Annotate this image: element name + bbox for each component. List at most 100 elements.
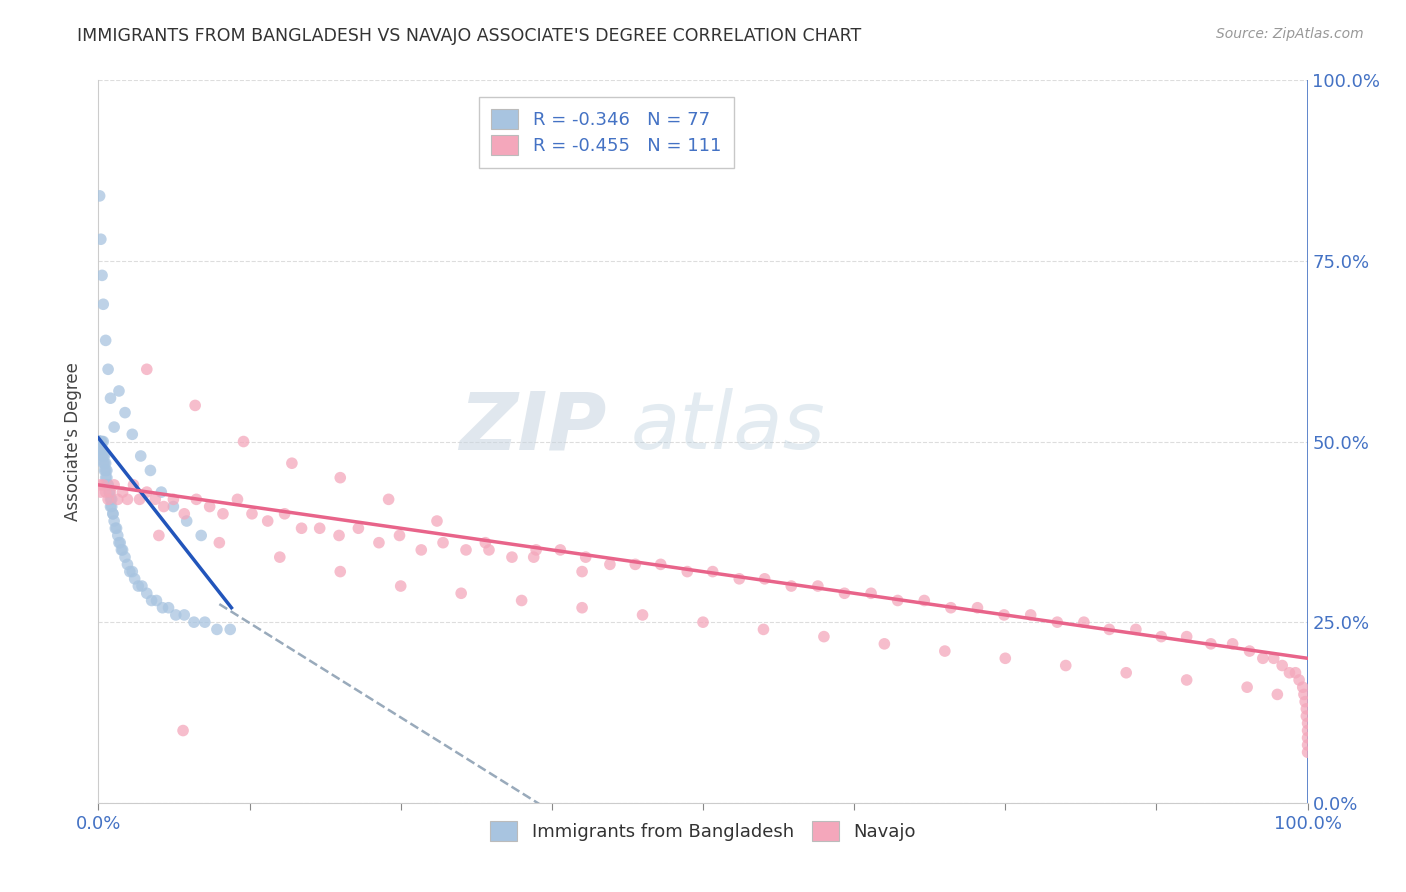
Point: [329, 470, 352, 484]
Point: [329, 565, 352, 579]
Point: [108, 384, 131, 398]
Point: [172, 723, 194, 738]
Point: [1175, 673, 1198, 687]
Point: [273, 507, 295, 521]
Point: [692, 615, 714, 630]
Point: [994, 651, 1017, 665]
Point: [1284, 665, 1306, 680]
Point: [186, 492, 208, 507]
Point: [198, 500, 221, 514]
Point: [1292, 680, 1315, 694]
Point: [173, 507, 195, 521]
Point: [389, 579, 412, 593]
Point: [240, 507, 263, 521]
Point: [91, 434, 114, 449]
Point: [96, 478, 118, 492]
Point: [90, 442, 112, 456]
Point: [993, 607, 1015, 622]
Point: [1236, 680, 1258, 694]
Point: [212, 507, 235, 521]
Point: [135, 362, 157, 376]
Point: [256, 514, 278, 528]
Point: [131, 579, 153, 593]
Point: [157, 600, 180, 615]
Point: [173, 607, 195, 622]
Point: [100, 391, 122, 405]
Point: [1295, 709, 1317, 723]
Point: [432, 535, 454, 549]
Point: [97, 478, 120, 492]
Point: [939, 600, 962, 615]
Point: [1296, 731, 1319, 745]
Point: [162, 492, 184, 507]
Point: [411, 542, 433, 557]
Text: Source: ZipAtlas.com: Source: ZipAtlas.com: [1216, 27, 1364, 41]
Point: [232, 434, 254, 449]
Point: [100, 492, 122, 507]
Point: [103, 514, 125, 528]
Point: [1098, 623, 1121, 637]
Point: [89, 434, 111, 449]
Point: [599, 558, 621, 572]
Point: [91, 434, 114, 449]
Point: [1263, 651, 1285, 665]
Point: [127, 579, 149, 593]
Point: [1046, 615, 1069, 630]
Point: [90, 434, 112, 449]
Point: [1115, 665, 1137, 680]
Point: [91, 268, 114, 283]
Point: [184, 398, 207, 412]
Point: [281, 456, 304, 470]
Point: [208, 535, 231, 549]
Point: [1125, 623, 1147, 637]
Point: [728, 572, 751, 586]
Point: [1251, 651, 1274, 665]
Point: [150, 485, 173, 500]
Point: [91, 442, 114, 456]
Point: [478, 542, 501, 557]
Point: [148, 528, 170, 542]
Point: [290, 521, 312, 535]
Point: [388, 528, 411, 542]
Point: [93, 449, 115, 463]
Point: [107, 528, 129, 542]
Point: [176, 514, 198, 528]
Point: [269, 550, 291, 565]
Point: [1199, 637, 1222, 651]
Point: [117, 492, 139, 507]
Point: [91, 478, 114, 492]
Point: [1296, 723, 1319, 738]
Point: [143, 492, 166, 507]
Point: [1073, 615, 1095, 630]
Point: [96, 463, 118, 477]
Point: [454, 542, 477, 557]
Point: [575, 550, 598, 565]
Point: [94, 463, 117, 477]
Point: [510, 593, 533, 607]
Point: [108, 535, 131, 549]
Point: [183, 615, 205, 630]
Point: [90, 442, 112, 456]
Point: [98, 485, 121, 500]
Text: atlas: atlas: [630, 388, 825, 467]
Point: [91, 456, 114, 470]
Point: [122, 478, 145, 492]
Point: [1295, 702, 1317, 716]
Text: ZIP: ZIP: [458, 388, 606, 467]
Point: [1222, 637, 1244, 651]
Point: [89, 189, 111, 203]
Point: [813, 630, 835, 644]
Point: [135, 485, 157, 500]
Point: [100, 492, 122, 507]
Legend: Immigrants from Bangladesh, Navajo: Immigrants from Bangladesh, Navajo: [482, 814, 924, 848]
Point: [93, 456, 115, 470]
Point: [1296, 716, 1319, 731]
Point: [100, 485, 122, 500]
Point: [571, 565, 593, 579]
Point: [91, 449, 114, 463]
Point: [107, 492, 129, 507]
Point: [100, 500, 122, 514]
Text: IMMIGRANTS FROM BANGLADESH VS NAVAJO ASSOCIATE'S DEGREE CORRELATION CHART: IMMIGRANTS FROM BANGLADESH VS NAVAJO ASS…: [77, 27, 862, 45]
Point: [114, 550, 136, 565]
Point: [93, 463, 115, 477]
